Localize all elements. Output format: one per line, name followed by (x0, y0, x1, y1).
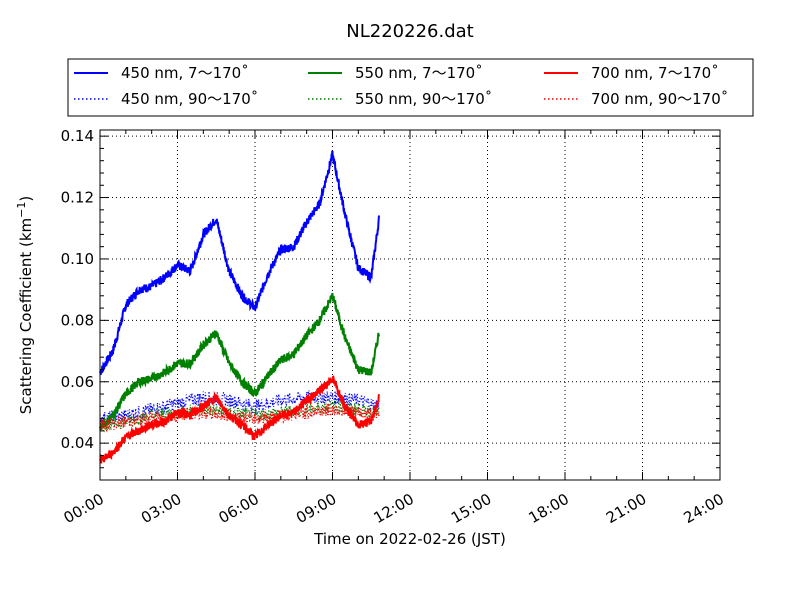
legend-label-2: 550 nm, 7～170˚ (355, 64, 483, 82)
y-axis-label-end: ) (17, 196, 35, 202)
x-tick-label: 21:00 (603, 490, 649, 527)
x-tick-label: 24:00 (681, 490, 727, 527)
y-tick-label: 0.08 (61, 311, 94, 329)
series-line-0 (99, 150, 380, 375)
x-tick-label: 03:00 (138, 490, 184, 527)
x-tick-label: 18:00 (526, 490, 572, 527)
x-tick-label: 15:00 (448, 490, 494, 527)
x-tick-label: 09:00 (293, 490, 339, 527)
x-tick-label: 12:00 (371, 490, 417, 527)
legend-label-0: 450 nm, 7～170˚ (121, 64, 249, 82)
y-axis-label-sup: −1 (15, 202, 28, 218)
series-line-1 (99, 389, 380, 426)
x-axis-label: Time on 2022-02-26 (JST) (313, 530, 506, 548)
legend: 450 nm, 7～170˚ 450 nm, 90～170˚ 550 nm, 7～1… (67, 58, 754, 117)
series-line-3 (99, 400, 380, 433)
ticks: 00:00 03:00 06:00 09:00 12:00 15:00 18:00 21:00… (61, 127, 727, 527)
y-tick-label: 0.14 (61, 127, 94, 145)
legend-label-1: 450 nm, 90～170˚ (121, 90, 258, 108)
chart-title: NL220226.dat (346, 21, 473, 42)
series-line-5 (99, 403, 380, 433)
legend-label-3: 550 nm, 90～170˚ (355, 90, 492, 108)
x-tick-label: 00:00 (61, 490, 107, 527)
grid (100, 130, 720, 480)
y-tick-label: 0.12 (61, 189, 94, 207)
legend-label-5: 700 nm, 90～170˚ (591, 90, 728, 108)
series-group (99, 150, 380, 464)
y-tick-label: 0.06 (61, 373, 94, 391)
y-axis-label-main: Scattering Coefficient (km (17, 218, 35, 414)
legend-box (67, 58, 754, 117)
x-tick-label: 06:00 (216, 490, 262, 527)
legend-label-4: 700 nm, 7～170˚ (591, 64, 719, 82)
series-line-2 (99, 292, 380, 431)
y-tick-label: 0.10 (61, 250, 94, 268)
y-tick-label: 0.04 (61, 434, 94, 452)
y-axis-label: Scattering Coefficient (km−1) (15, 196, 35, 415)
